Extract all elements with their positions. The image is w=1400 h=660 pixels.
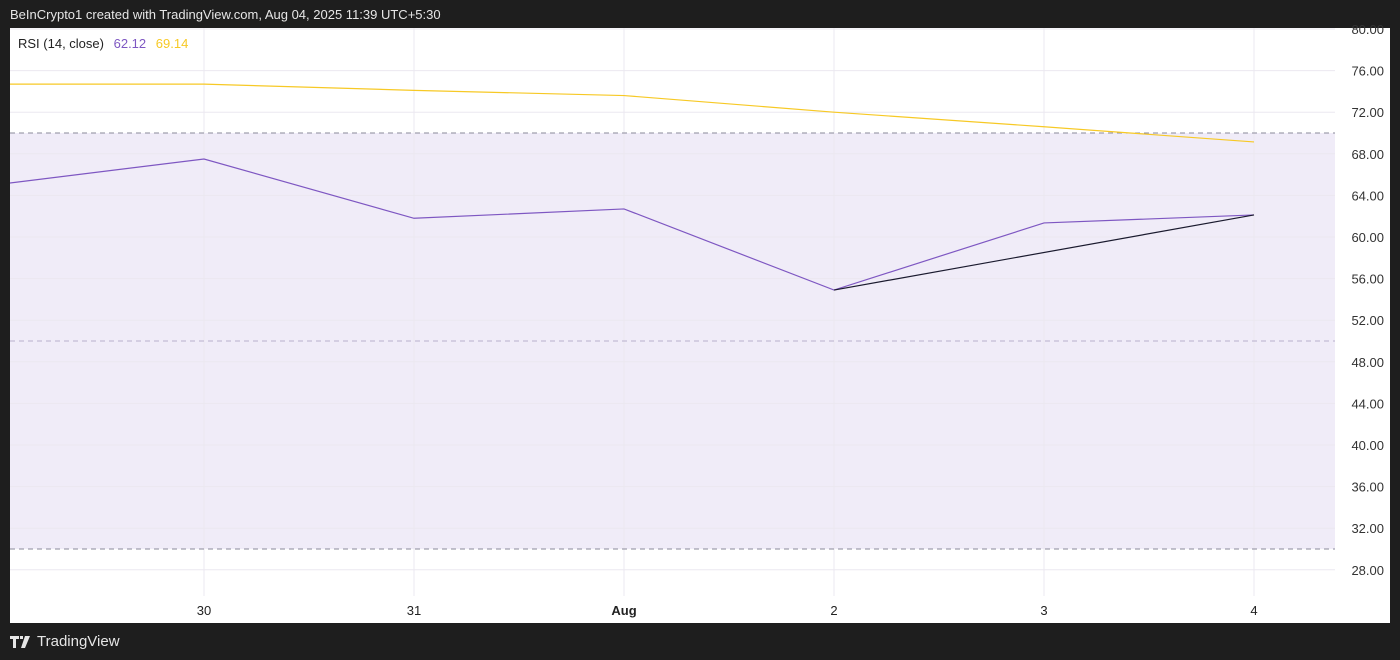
x-tick-label: 31 bbox=[407, 603, 421, 618]
x-tick-label: 30 bbox=[197, 603, 211, 618]
tradingview-logo-icon bbox=[10, 635, 30, 648]
y-tick-label: 72.00 bbox=[1351, 105, 1384, 120]
y-tick-label: 36.00 bbox=[1351, 480, 1384, 495]
x-tick-label: 4 bbox=[1250, 603, 1257, 618]
series-line-1[interactable] bbox=[0, 83, 1255, 143]
y-tick-label: 32.00 bbox=[1351, 521, 1384, 536]
y-tick-label: 64.00 bbox=[1351, 188, 1384, 203]
trendline bbox=[833, 214, 1255, 291]
y-tick-label: 52.00 bbox=[1351, 313, 1384, 328]
footer-brand: TradingView bbox=[10, 633, 120, 650]
x-tick-label: 3 bbox=[1040, 603, 1047, 618]
chart-caption: BeInCrypto1 created with TradingView.com… bbox=[10, 7, 441, 22]
y-tick-label: 76.00 bbox=[1351, 64, 1384, 79]
rsi-value: 62.12 bbox=[113, 36, 147, 51]
y-tick-label: 56.00 bbox=[1351, 272, 1384, 287]
y-tick-label: 48.00 bbox=[1351, 355, 1384, 370]
y-tick-label: 60.00 bbox=[1351, 230, 1384, 245]
brand-text: TradingView bbox=[37, 633, 120, 650]
x-tick-label: Aug bbox=[611, 603, 636, 618]
y-tick-label: 80.00 bbox=[1351, 22, 1384, 37]
indicator-legend: RSI (14, close) 62.12 69.14 bbox=[18, 36, 194, 51]
series-line-0[interactable] bbox=[0, 158, 1255, 291]
y-tick-label: 28.00 bbox=[1351, 563, 1384, 578]
indicator-name: RSI (14, close) bbox=[18, 36, 104, 51]
x-tick-label: 2 bbox=[830, 603, 837, 618]
y-tick-label: 40.00 bbox=[1351, 438, 1384, 453]
ma-value: 69.14 bbox=[155, 36, 189, 51]
y-tick-label: 44.00 bbox=[1351, 396, 1384, 411]
y-tick-label: 68.00 bbox=[1351, 147, 1384, 162]
